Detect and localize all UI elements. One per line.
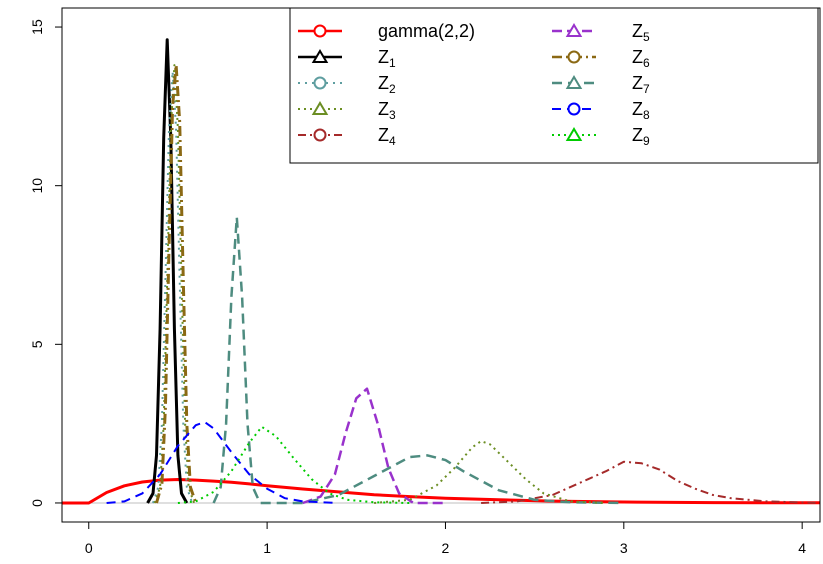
plot-area (62, 38, 821, 505)
x-tick-label: 3 (620, 540, 628, 556)
x-tick-label: 1 (263, 540, 271, 556)
series-line-3 (152, 70, 194, 504)
legend-entry: gamma(2,2) (298, 21, 475, 41)
y-tick-label: 10 (29, 178, 45, 194)
x-tick-label: 0 (85, 540, 93, 556)
legend-marker-circle (567, 50, 581, 64)
legend-label-subscript: 9 (643, 134, 650, 148)
series-line-2 (146, 38, 189, 504)
legend-label-subscript: 8 (643, 108, 650, 122)
legend-box (289, 7, 819, 164)
series-line-4 (153, 64, 195, 504)
x-tick-label: 4 (798, 540, 806, 556)
y-tick-label: 15 (29, 19, 45, 35)
legend-label-subscript: 5 (643, 30, 650, 44)
legend-marker-triangle (311, 101, 329, 115)
series-line-9 (106, 421, 339, 504)
legend-marker-triangle (311, 49, 329, 63)
legend-marker-triangle (565, 127, 583, 141)
series-line-6 (302, 387, 446, 505)
legend-marker-circle (313, 128, 327, 142)
y-tick-label: 0 (29, 499, 45, 507)
series-line-8 (212, 216, 624, 505)
legend-marker-triangle (565, 75, 583, 89)
x-tick-label: 2 (442, 540, 450, 556)
legend-entry: Z9 (552, 125, 650, 148)
legend-label-subscript: 6 (643, 56, 650, 70)
series-line-1 (62, 478, 821, 505)
legend-label-subscript: 7 (643, 82, 650, 96)
legend-label: gamma(2,2) (378, 21, 475, 41)
series-line-10 (177, 425, 410, 504)
legend-marker-circle (313, 24, 327, 38)
legend-label-subscript: 1 (389, 56, 396, 70)
legend-label-subscript: 4 (389, 134, 396, 148)
legend-label-subscript: 2 (389, 82, 396, 96)
legend-marker-circle (567, 102, 581, 116)
series-line-11 (374, 440, 607, 504)
legend-marker-circle (313, 76, 327, 90)
legend-marker-triangle (565, 23, 583, 37)
y-tick-label: 5 (29, 340, 45, 348)
series-line-5 (481, 460, 821, 504)
legend-label-subscript: 3 (389, 108, 396, 122)
